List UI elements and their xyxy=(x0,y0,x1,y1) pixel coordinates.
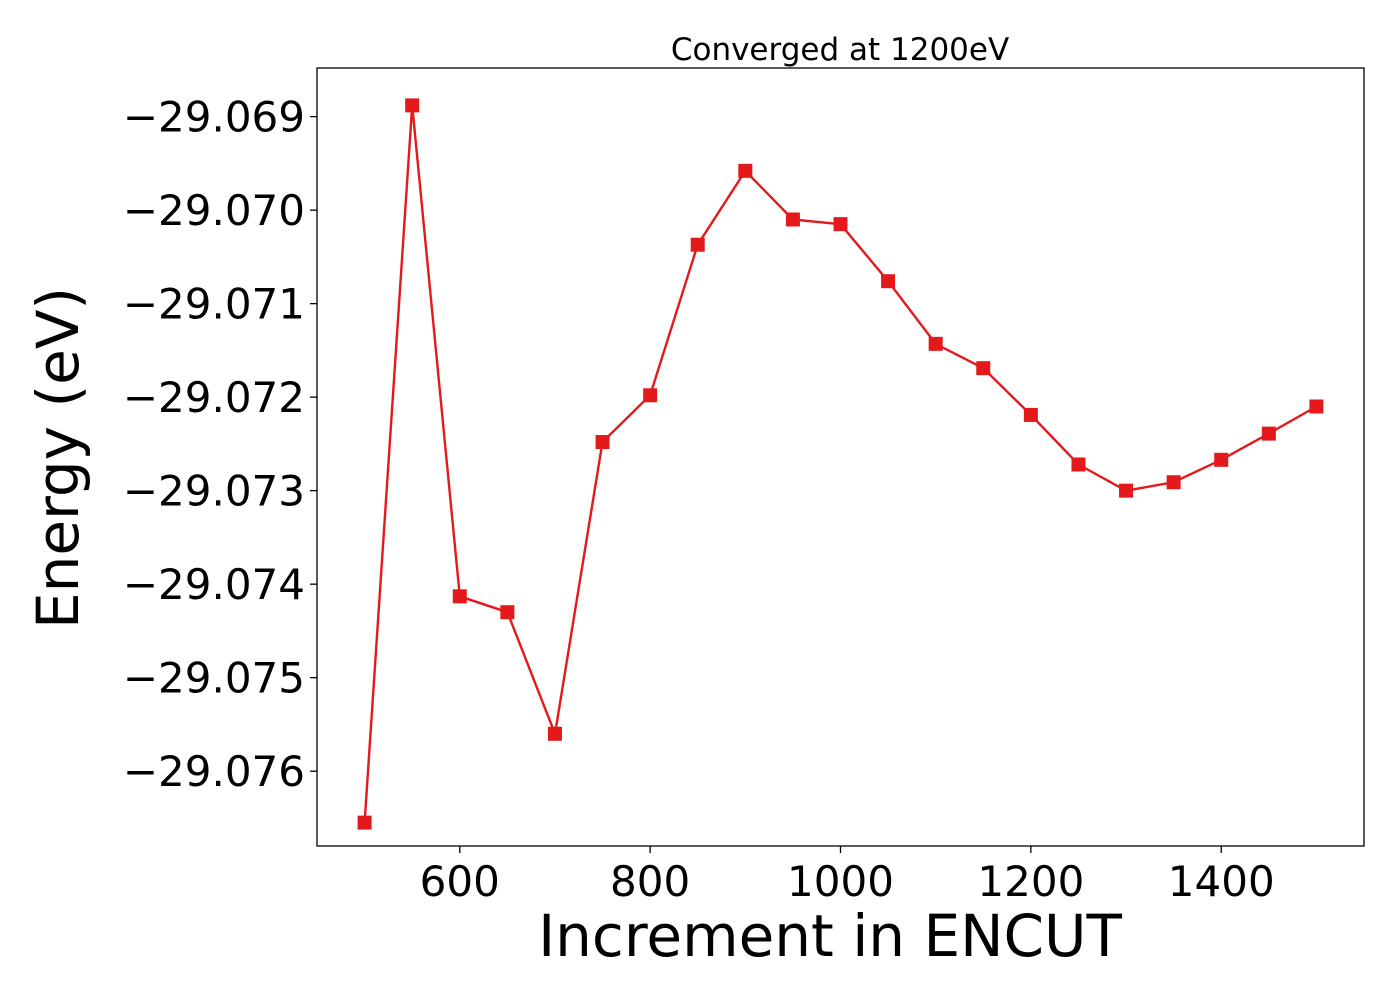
data-point-marker xyxy=(833,217,848,232)
x-axis-ticks: 600 800 1000 1200 1400 xyxy=(420,846,1275,906)
data-point-marker xyxy=(643,388,658,403)
x-tick-label: 1000 xyxy=(787,857,894,906)
y-tick-label: −29.073 xyxy=(123,467,305,516)
data-point-marker xyxy=(357,815,372,830)
data-point-marker xyxy=(405,98,420,113)
y-axis-ticks: −29.069 −29.070 −29.071 −29.072 −29.073 −29.0… xyxy=(123,93,317,796)
y-tick-label: −29.076 xyxy=(123,747,305,796)
x-axis-label: Increment in ENCUT xyxy=(538,902,1122,970)
chart-title: Converged at 1200eV xyxy=(671,32,1009,68)
data-point-marker xyxy=(976,361,991,376)
data-point-marker xyxy=(690,237,705,252)
y-tick-label: −29.069 xyxy=(123,93,305,142)
data-point-marker xyxy=(785,212,800,227)
y-tick-label: −29.070 xyxy=(123,186,305,235)
data-point-marker xyxy=(1214,452,1229,467)
x-tick-label: 600 xyxy=(420,857,500,906)
data-point-marker xyxy=(1166,475,1181,490)
data-point-marker xyxy=(1023,407,1038,422)
data-point-marker xyxy=(738,163,753,178)
series-marker-layer xyxy=(357,98,1324,830)
data-point-marker xyxy=(595,435,610,450)
y-tick-label: −29.074 xyxy=(123,560,305,609)
data-point-marker xyxy=(500,605,515,620)
x-tick-label: 800 xyxy=(610,857,690,906)
data-point-marker xyxy=(881,274,896,289)
data-point-marker xyxy=(1071,457,1086,472)
data-point-marker xyxy=(547,726,562,741)
data-point-marker xyxy=(1309,399,1324,414)
data-point-marker xyxy=(928,336,943,351)
x-tick-label: 1400 xyxy=(1168,857,1275,906)
y-axis-label: Energy (eV) xyxy=(24,287,92,629)
data-point-marker xyxy=(452,589,467,604)
data-point-marker xyxy=(1261,426,1276,441)
y-tick-label: −29.075 xyxy=(123,654,305,703)
data-point-marker xyxy=(1119,483,1134,498)
y-tick-label: −29.071 xyxy=(123,280,305,329)
x-tick-label: 1200 xyxy=(977,857,1084,906)
y-tick-label: −29.072 xyxy=(123,373,305,422)
